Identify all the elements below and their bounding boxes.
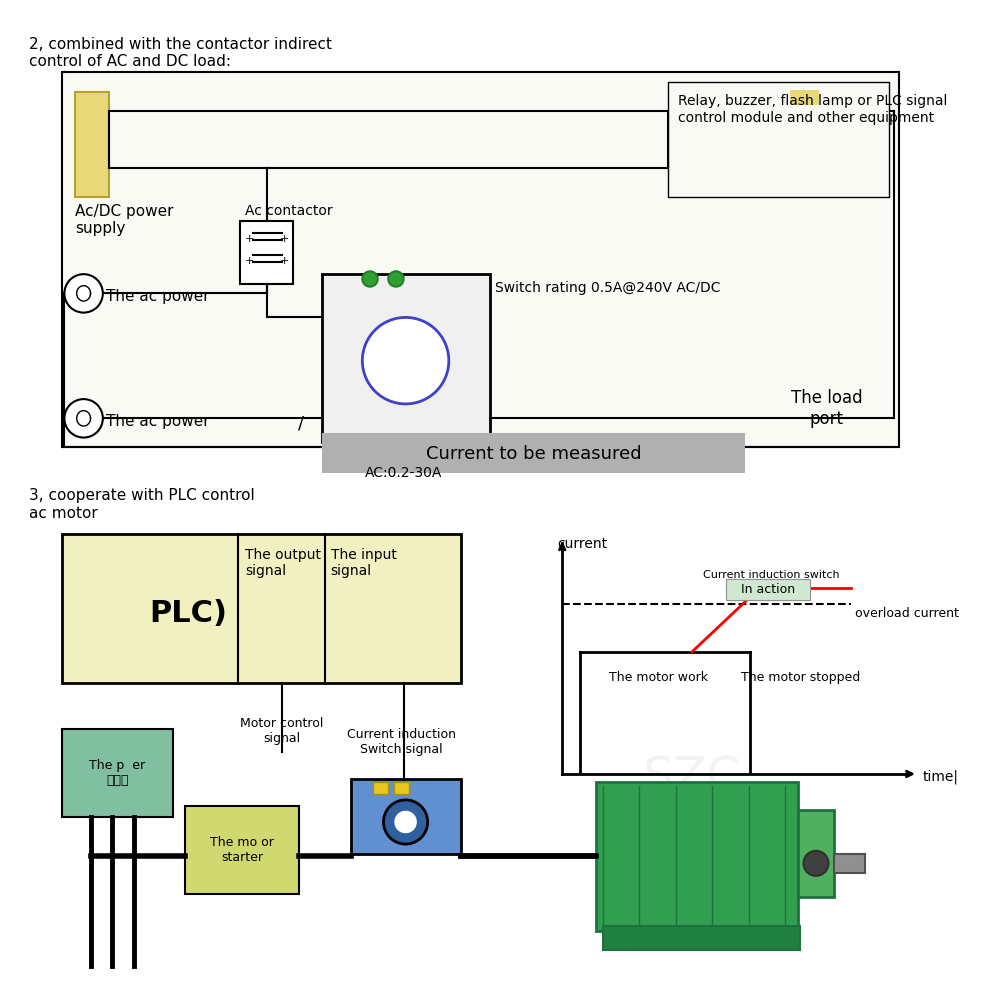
Bar: [62, 729, 173, 817]
Text: The p  er
紫外线: The p er 紫外线: [89, 759, 145, 787]
Text: Current induction
Switch signal: Current induction Switch signal: [347, 728, 456, 756]
Text: time|: time|: [923, 770, 959, 784]
Text: Ac/DC power
supply: Ac/DC power supply: [75, 204, 173, 236]
Text: +: +: [245, 233, 254, 243]
Circle shape: [362, 271, 377, 286]
Bar: [798, 811, 834, 897]
Text: Switch rating 0.5A@240V AC/DC: Switch rating 0.5A@240V AC/DC: [494, 281, 721, 295]
Bar: [322, 432, 745, 473]
Text: The motor work: The motor work: [609, 671, 708, 684]
Text: 2, combined with the contactor indirect
control of AC and DC load:: 2, combined with the contactor indirect …: [29, 37, 332, 69]
Text: 3, cooperate with PLC control
ac motor: 3, cooperate with PLC control ac motor: [29, 488, 254, 521]
Circle shape: [388, 271, 403, 286]
Bar: [726, 579, 810, 600]
Circle shape: [804, 851, 829, 876]
Bar: [596, 782, 798, 931]
Text: The ac power: The ac power: [106, 413, 209, 428]
Text: +: +: [280, 233, 289, 243]
Bar: [394, 782, 409, 794]
Text: The motor stopped: The motor stopped: [741, 671, 860, 684]
Bar: [240, 221, 293, 283]
Circle shape: [64, 274, 103, 312]
Text: /: /: [298, 414, 304, 432]
Circle shape: [64, 399, 103, 437]
Bar: [350, 779, 461, 854]
Bar: [834, 854, 865, 873]
Bar: [322, 274, 490, 442]
Text: Relay, buzzer, flash lamp or PLC signal
control module and other equipment: Relay, buzzer, flash lamp or PLC signal …: [678, 94, 947, 125]
Text: +: +: [280, 255, 289, 265]
Text: SZC: SZC: [643, 755, 741, 803]
Text: In action: In action: [741, 583, 795, 596]
Circle shape: [362, 317, 448, 404]
Text: Motor control
signal: Motor control signal: [240, 717, 323, 745]
Bar: [373, 782, 388, 794]
Bar: [603, 926, 800, 950]
Text: The load
port: The load port: [791, 389, 862, 428]
Bar: [62, 72, 899, 447]
Bar: [790, 90, 819, 105]
Text: PLC): PLC): [149, 599, 227, 628]
Text: Ac contactor: Ac contactor: [245, 204, 332, 218]
Text: AC:0.2-30A: AC:0.2-30A: [365, 466, 442, 480]
Text: The ac power: The ac power: [106, 288, 209, 303]
Bar: [62, 534, 461, 683]
Text: The output
signal: The output signal: [245, 549, 321, 579]
Bar: [185, 806, 299, 894]
Bar: [75, 91, 108, 197]
Text: +: +: [245, 255, 254, 265]
Text: The input
signal: The input signal: [330, 549, 396, 579]
Bar: [668, 82, 889, 197]
Text: SZC: SZC: [162, 601, 260, 649]
Text: Current induction switch: Current induction switch: [704, 571, 840, 581]
Circle shape: [383, 800, 427, 844]
Circle shape: [395, 812, 416, 833]
Text: Current to be measured: Current to be measured: [425, 444, 642, 462]
Text: overload current: overload current: [856, 607, 959, 620]
Text: current: current: [558, 537, 608, 551]
Text: The mo or
starter: The mo or starter: [210, 836, 274, 864]
